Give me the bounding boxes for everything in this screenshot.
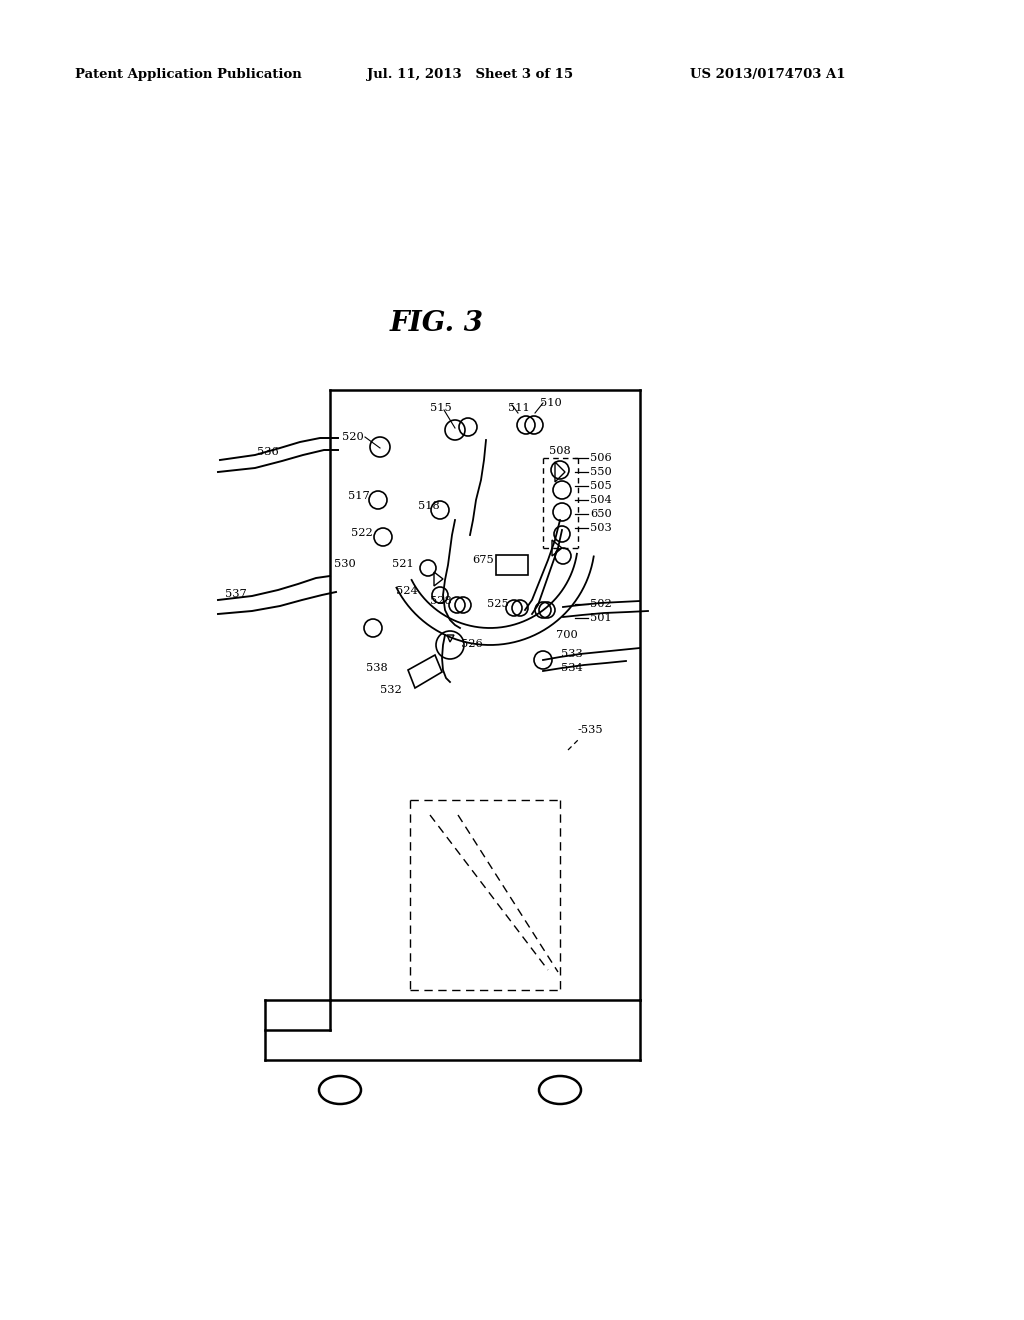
Text: 530: 530 (334, 558, 355, 569)
Text: 508: 508 (549, 446, 570, 455)
Text: 525: 525 (487, 599, 509, 609)
Text: 520: 520 (342, 432, 364, 442)
Text: 505: 505 (590, 480, 611, 491)
Text: 510: 510 (540, 399, 562, 408)
Text: 504: 504 (590, 495, 611, 506)
Text: 534: 534 (561, 663, 583, 673)
Text: 536: 536 (257, 447, 279, 457)
Text: Jul. 11, 2013   Sheet 3 of 15: Jul. 11, 2013 Sheet 3 of 15 (367, 69, 573, 81)
Text: Patent Application Publication: Patent Application Publication (75, 69, 302, 81)
Text: 538: 538 (366, 663, 388, 673)
Text: 503: 503 (590, 523, 611, 533)
Text: 650: 650 (590, 510, 611, 519)
Text: 515: 515 (430, 403, 452, 413)
Text: 518: 518 (418, 502, 439, 511)
Text: 533: 533 (561, 649, 583, 659)
Text: 521: 521 (392, 558, 414, 569)
Text: 532: 532 (380, 685, 401, 696)
Text: 511: 511 (508, 403, 529, 413)
Text: 675: 675 (472, 554, 494, 565)
Text: 517: 517 (348, 491, 370, 502)
Text: 526: 526 (461, 639, 482, 649)
Text: 528: 528 (430, 597, 452, 606)
Text: 700: 700 (556, 630, 578, 640)
Text: 501: 501 (590, 612, 611, 623)
Text: 550: 550 (590, 467, 611, 477)
Text: 502: 502 (590, 599, 611, 609)
Text: 537: 537 (225, 589, 247, 599)
Text: FIG. 3: FIG. 3 (390, 310, 484, 337)
Text: 506: 506 (590, 453, 611, 463)
Text: US 2013/0174703 A1: US 2013/0174703 A1 (690, 69, 846, 81)
Text: -535: -535 (578, 725, 603, 735)
Text: 524: 524 (396, 586, 418, 597)
Text: 522: 522 (351, 528, 373, 539)
